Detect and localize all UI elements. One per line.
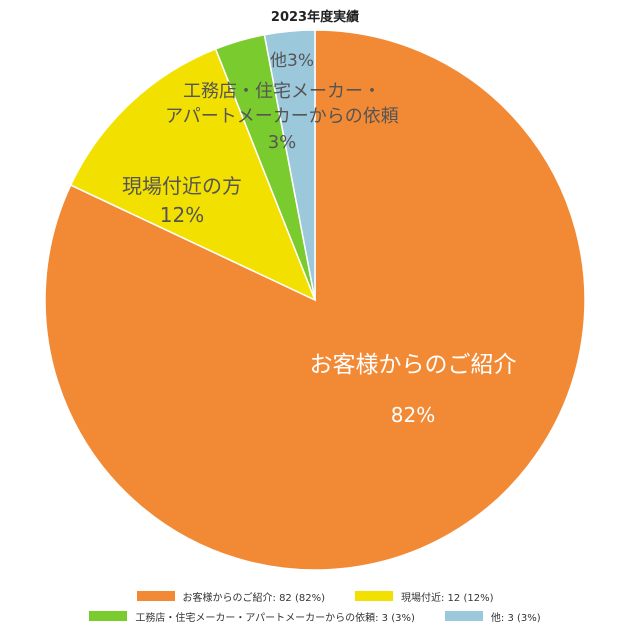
pie-slice-nearby[interactable]: [69, 47, 317, 302]
slice-label-builders-2: アパートメーカーからの依頼: [165, 106, 399, 127]
legend-item-other[interactable]: 他: 3 (3%): [444, 609, 541, 624]
chart-title: 2023年度実績: [270, 10, 360, 25]
chart-legend: お客様からのご紹介: 82 (82%) 現場付近: 12 (12%) 工務店・住…: [0, 586, 630, 626]
legend-row-2: 工務店・住宅メーカー・アパートメーカーからの依頼: 3 (3%) 他: 3 (3…: [0, 606, 630, 626]
slice-label-builders-1: 工務店・住宅メーカー・: [183, 81, 381, 102]
legend-item-nearby[interactable]: 現場付近: 12 (12%): [355, 589, 493, 604]
slice-label-referral-1: お客様からのご紹介: [310, 352, 517, 378]
legend-label-referral: お客様からのご紹介: 82 (82%): [182, 592, 325, 604]
legend-label-nearby: 現場付近: 12 (12%): [401, 592, 494, 604]
legend-item-referral[interactable]: お客様からのご紹介: 82 (82%): [136, 589, 325, 604]
legend-swatch-other: [444, 611, 483, 621]
legend-item-builders[interactable]: 工務店・住宅メーカー・アパートメーカーからの依頼: 3 (3%): [89, 609, 415, 624]
pie-plot-area: お客様からのご紹介 82% 現場付近の方 12% 工務店・住宅メーカー・アパートメーカー…: [44, 29, 586, 571]
legend-label-builders: 工務店・住宅メーカー・アパートメーカーからの依頼: 3 (3%): [135, 612, 415, 624]
legend-swatch-nearby: [355, 591, 393, 601]
slice-label-nearby-2: 12%: [160, 203, 204, 227]
legend-row-1: お客様からのご紹介: 82 (82%) 現場付近: 12 (12%): [0, 586, 630, 606]
legend-label-other: 他: 3 (3%): [490, 612, 541, 624]
legend-swatch-builders: [89, 611, 128, 621]
pie-slice-other[interactable]: [263, 29, 316, 301]
legend-swatch-referral: [136, 591, 175, 601]
slice-label-referral-2: 82%: [391, 403, 435, 427]
slice-label-builders-3: 3%: [268, 132, 297, 153]
slice-label-other-1: 他3%: [270, 51, 314, 71]
slice-label-nearby-1: 現場付近の方: [122, 174, 242, 198]
